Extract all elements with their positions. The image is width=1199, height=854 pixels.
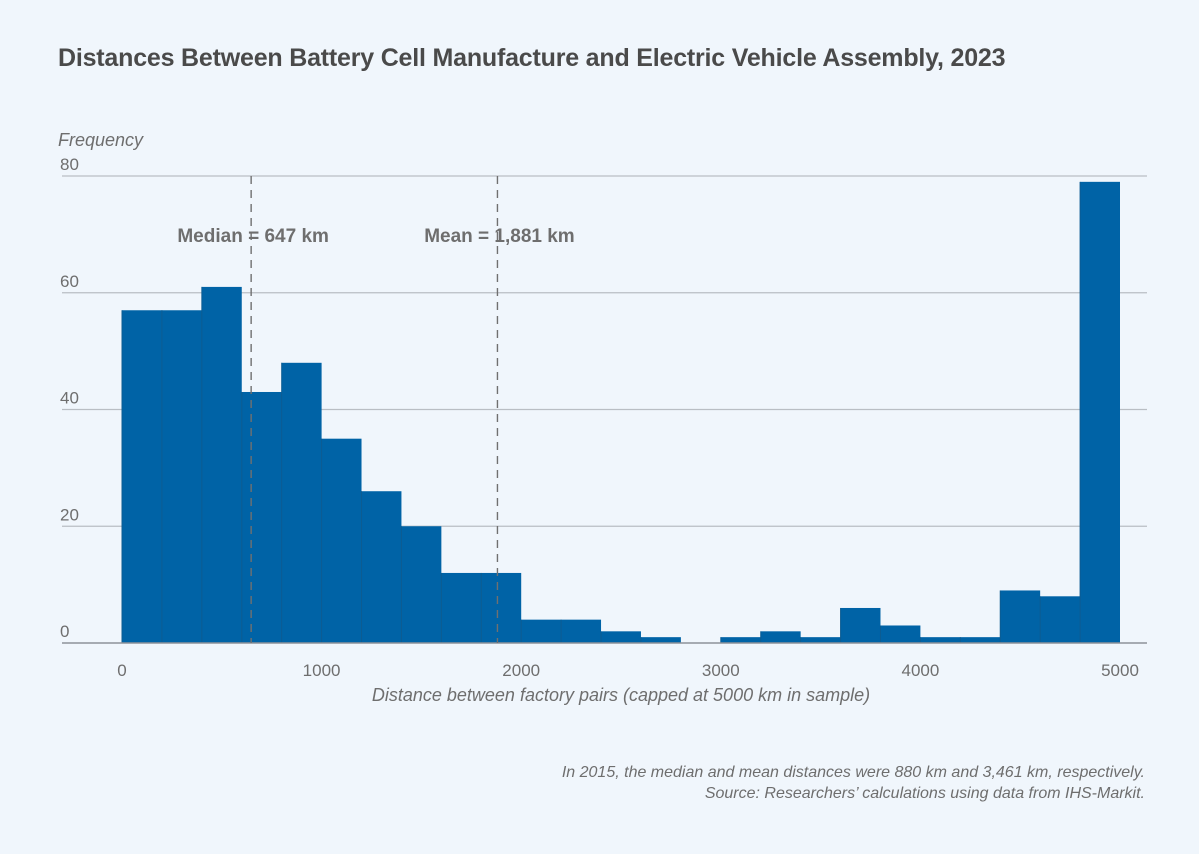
histogram-bar xyxy=(1000,590,1041,643)
histogram-bar xyxy=(441,572,482,643)
x-axis-label: Distance between factory pairs (capped a… xyxy=(372,685,870,705)
x-tick-label: 2000 xyxy=(502,661,540,680)
y-tick-label: 60 xyxy=(60,272,79,291)
histogram-bar xyxy=(760,631,801,643)
histogram-bar xyxy=(1040,596,1081,643)
histogram-bar xyxy=(201,286,242,643)
footnotes: In 2015, the median and mean distances w… xyxy=(562,762,1145,804)
x-tick-label: 4000 xyxy=(901,661,939,680)
histogram-bar xyxy=(720,637,761,643)
histogram-bar xyxy=(361,491,402,643)
histogram-bar xyxy=(880,625,921,643)
y-tick-label: 0 xyxy=(60,622,69,641)
footnote-comparison: In 2015, the median and mean distances w… xyxy=(561,764,1145,781)
mean-label: Mean = 1,881 km xyxy=(424,226,575,247)
histogram-bar xyxy=(640,637,681,643)
histogram-bar xyxy=(241,391,282,643)
x-tick-label: 3000 xyxy=(702,661,740,680)
histogram-bar xyxy=(122,310,162,643)
x-tick-label: 5000 xyxy=(1101,661,1139,680)
footnote-source: Source: Researchers’ calculations using … xyxy=(704,785,1145,802)
histogram-bar xyxy=(401,526,442,643)
histogram-bar xyxy=(521,619,562,643)
histogram-bar xyxy=(561,619,602,643)
histogram-bar xyxy=(321,438,362,643)
y-tick-label: 40 xyxy=(60,389,79,408)
x-tick-label: 0 xyxy=(117,661,126,680)
histogram-bar xyxy=(840,607,881,643)
x-tick-label: 1000 xyxy=(303,661,341,680)
y-axis-label: Frequency xyxy=(58,130,144,150)
histogram-bar xyxy=(1080,181,1120,643)
histogram-bar xyxy=(161,310,202,643)
histogram-bar xyxy=(281,362,322,643)
histogram-bar xyxy=(960,637,1001,643)
median-label: Median = 647 km xyxy=(177,226,329,247)
y-tick-label: 20 xyxy=(60,505,79,524)
y-tick-label: 80 xyxy=(60,155,79,174)
histogram-bar xyxy=(601,631,641,643)
histogram-bar xyxy=(920,637,961,643)
histogram-bar xyxy=(481,572,522,643)
histogram-bar xyxy=(800,637,841,643)
chart-title: Distances Between Battery Cell Manufactu… xyxy=(58,44,1006,72)
